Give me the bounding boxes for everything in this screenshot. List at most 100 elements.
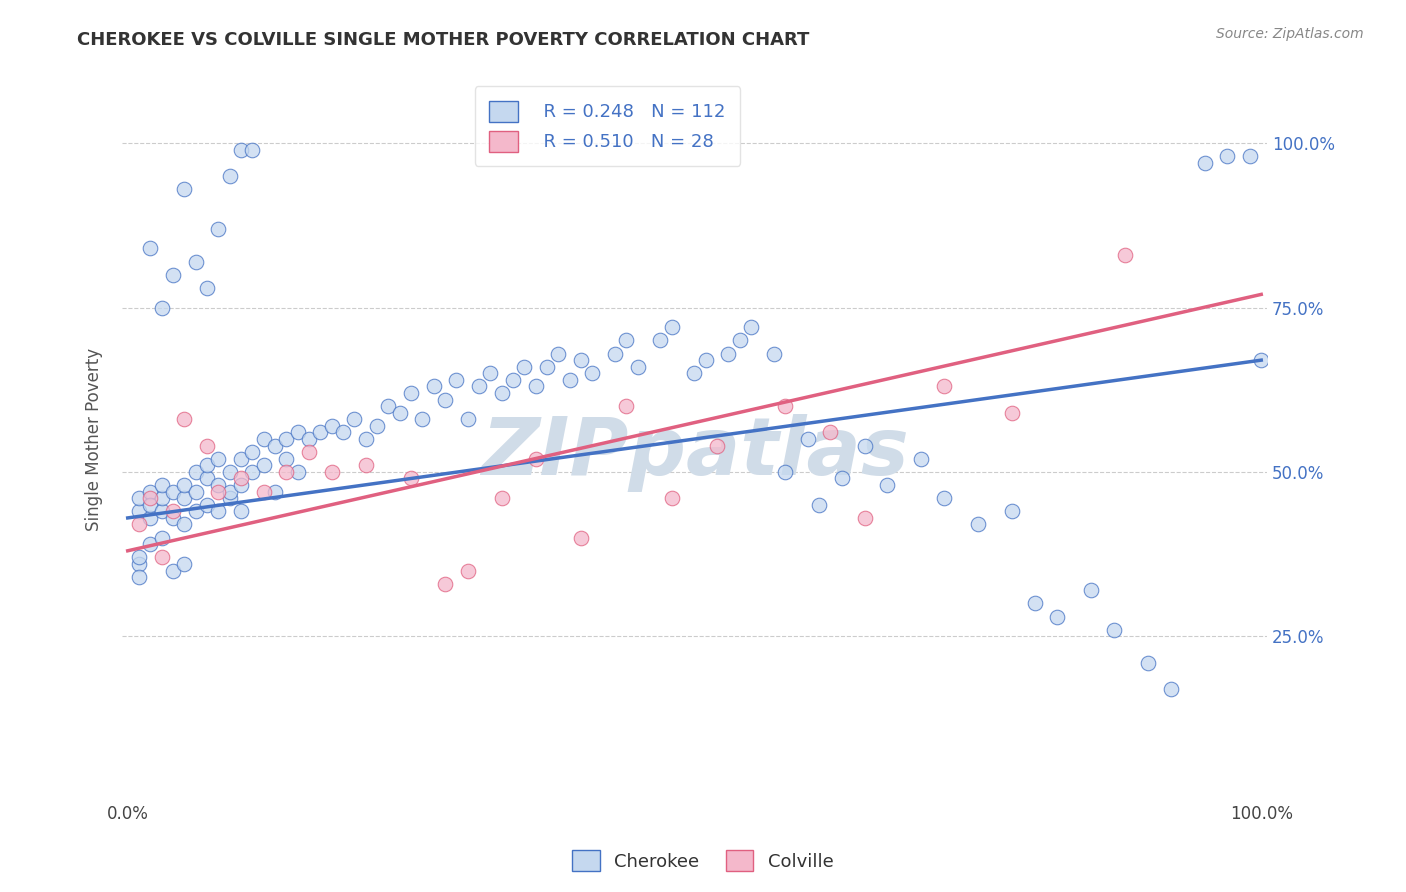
Point <box>173 182 195 196</box>
Point <box>229 471 252 485</box>
Point <box>524 379 547 393</box>
Text: ZIPpatlas: ZIPpatlas <box>481 415 908 492</box>
Point <box>808 498 831 512</box>
Point <box>173 478 195 492</box>
Point <box>1194 156 1216 170</box>
Point <box>207 478 229 492</box>
Point <box>150 531 173 545</box>
Point <box>717 346 740 360</box>
Point <box>411 412 433 426</box>
Point <box>242 445 264 459</box>
Point <box>524 451 547 466</box>
Point <box>162 484 184 499</box>
Point <box>321 418 343 433</box>
Point <box>1080 583 1102 598</box>
Point <box>932 491 955 506</box>
Point <box>434 392 457 407</box>
Point <box>184 484 207 499</box>
Point <box>547 346 569 360</box>
Point <box>423 379 446 393</box>
Point <box>706 439 728 453</box>
Point <box>932 379 955 393</box>
Point <box>354 458 377 473</box>
Point <box>502 373 524 387</box>
Point <box>773 465 796 479</box>
Point <box>728 334 751 348</box>
Point <box>184 504 207 518</box>
Point <box>1001 504 1024 518</box>
Point <box>195 471 218 485</box>
Point <box>1216 149 1239 163</box>
Point <box>162 268 184 282</box>
Point <box>1102 623 1125 637</box>
Point <box>276 432 298 446</box>
Point <box>1160 681 1182 696</box>
Point <box>150 550 173 565</box>
Point <box>287 425 309 440</box>
Point <box>298 445 321 459</box>
Point <box>399 386 422 401</box>
Point <box>354 432 377 446</box>
Point <box>1250 353 1272 368</box>
Point <box>264 439 287 453</box>
Point <box>195 458 218 473</box>
Point <box>139 241 162 255</box>
Point <box>229 143 252 157</box>
Point <box>150 301 173 315</box>
Point <box>332 425 354 440</box>
Point <box>853 511 876 525</box>
Point <box>457 564 479 578</box>
Point <box>139 511 162 525</box>
Point <box>184 465 207 479</box>
Point <box>343 412 366 426</box>
Y-axis label: Single Mother Poverty: Single Mother Poverty <box>86 348 103 531</box>
Point <box>173 412 195 426</box>
Point <box>1046 609 1069 624</box>
Point <box>207 484 229 499</box>
Point <box>820 425 842 440</box>
Point <box>558 373 581 387</box>
Point <box>218 169 240 183</box>
Point <box>309 425 332 440</box>
Point <box>388 406 411 420</box>
Point <box>195 281 218 295</box>
Point <box>173 491 195 506</box>
Point <box>253 458 276 473</box>
Point <box>569 353 592 368</box>
Point <box>128 517 150 532</box>
Point <box>139 537 162 551</box>
Point <box>218 484 240 499</box>
Point <box>831 471 853 485</box>
Point <box>616 334 638 348</box>
Point <box>195 498 218 512</box>
Point <box>581 366 603 380</box>
Point <box>139 498 162 512</box>
Point <box>434 576 457 591</box>
Point <box>762 346 785 360</box>
Point <box>773 399 796 413</box>
Point <box>253 484 276 499</box>
Point <box>128 550 150 565</box>
Legend:   R = 0.248   N = 112,   R = 0.510   N = 28: R = 0.248 N = 112, R = 0.510 N = 28 <box>475 87 740 166</box>
Point <box>184 254 207 268</box>
Point <box>150 478 173 492</box>
Point <box>150 504 173 518</box>
Point <box>1239 149 1261 163</box>
Point <box>207 221 229 235</box>
Point <box>399 471 422 485</box>
Point <box>139 484 162 499</box>
Point <box>128 504 150 518</box>
Point <box>218 465 240 479</box>
Point <box>162 511 184 525</box>
Point <box>627 359 650 374</box>
Point <box>479 366 502 380</box>
Point <box>298 432 321 446</box>
Legend: Cherokee, Colville: Cherokee, Colville <box>565 843 841 879</box>
Point <box>536 359 558 374</box>
Point <box>229 504 252 518</box>
Point <box>491 491 513 506</box>
Point <box>457 412 479 426</box>
Point <box>128 491 150 506</box>
Point <box>797 432 820 446</box>
Point <box>910 451 932 466</box>
